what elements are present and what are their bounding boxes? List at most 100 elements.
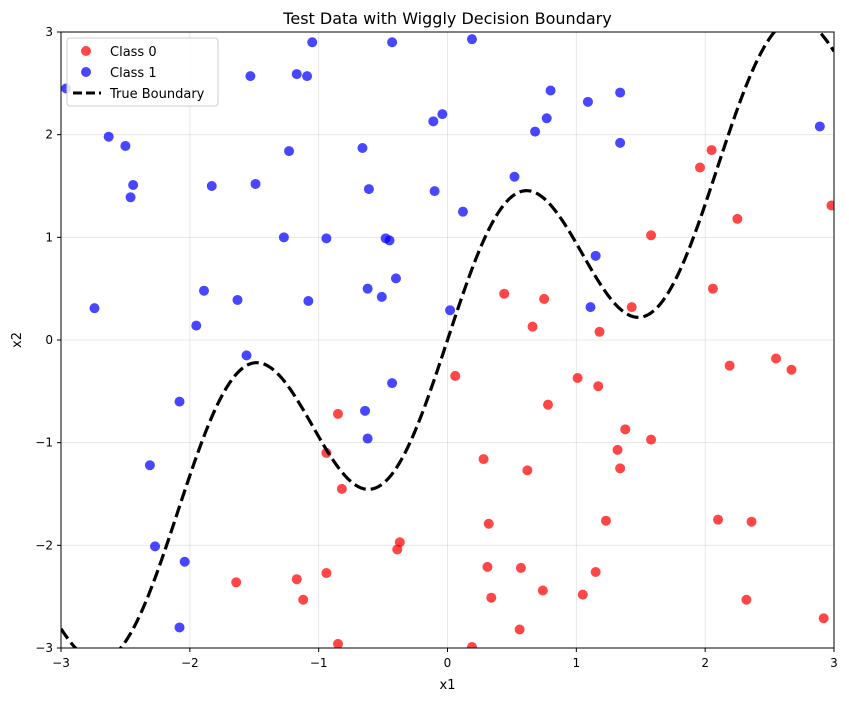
point-class-0-45: [514, 624, 525, 635]
point-class-1-19: [814, 121, 825, 132]
point-class-1-2: [387, 37, 398, 48]
point-class-0-40: [486, 592, 497, 603]
point-class-1-1: [307, 37, 318, 48]
point-class-0-35: [590, 567, 601, 578]
x-tick-label-6: 3: [830, 656, 838, 670]
point-class-1-31: [384, 235, 395, 246]
point-class-1-33: [89, 303, 100, 314]
point-class-0-22: [478, 454, 489, 465]
x-tick-label-3: 0: [444, 656, 452, 670]
point-class-0-36: [321, 568, 332, 579]
x-tick-label-0: −3: [52, 656, 70, 670]
y-axis-label: x2: [10, 332, 25, 348]
point-class-0-30: [746, 516, 757, 527]
point-class-0-34: [515, 562, 526, 573]
point-class-0-5: [646, 230, 657, 241]
point-class-0-42: [298, 594, 309, 605]
point-class-0-23: [522, 465, 533, 476]
y-axis-ticks: −3 −2 −1 0 1 2 3: [35, 25, 61, 655]
point-class-1-22: [206, 181, 217, 191]
point-class-0-20: [646, 434, 657, 445]
point-class-1-18: [615, 137, 626, 148]
y-tick-label-2: −1: [35, 436, 53, 450]
point-class-0-29: [713, 514, 724, 525]
point-class-1-45: [174, 396, 185, 407]
point-class-0-8: [732, 213, 743, 224]
point-class-1-16: [582, 96, 593, 107]
plot-area: [61, 32, 834, 648]
point-class-0-46: [332, 638, 343, 648]
point-class-0-18: [620, 424, 631, 435]
point-class-1-7: [103, 131, 114, 142]
y-tick-label-0: −3: [35, 641, 53, 655]
point-class-1-24: [363, 184, 374, 195]
point-class-0-28: [600, 515, 611, 526]
point-class-1-21: [125, 192, 136, 203]
point-class-0-38: [231, 577, 242, 588]
point-class-1-50: [179, 556, 190, 567]
point-class-1-5: [291, 69, 302, 80]
point-class-1-27: [457, 206, 468, 217]
point-class-0-7: [695, 162, 706, 173]
point-class-0-26: [336, 483, 347, 494]
point-class-1-29: [321, 233, 332, 244]
point-class-1-34: [199, 285, 210, 296]
point-class-1-14: [541, 113, 552, 124]
point-class-1-42: [191, 320, 202, 331]
point-class-1-48: [144, 460, 155, 471]
point-class-0-43: [741, 594, 752, 605]
point-class-0-19: [612, 444, 623, 455]
series-class-1: [61, 34, 825, 633]
point-class-0-33: [482, 561, 493, 572]
point-class-1-11: [437, 109, 448, 120]
point-class-1-38: [390, 273, 401, 284]
point-class-0-16: [450, 370, 461, 381]
point-class-1-28: [278, 232, 289, 243]
point-class-1-12: [428, 116, 439, 127]
point-class-0-4: [626, 302, 637, 313]
point-class-0-0: [499, 288, 510, 299]
point-class-1-13: [530, 126, 541, 137]
point-class-1-25: [429, 186, 440, 197]
point-class-1-23: [250, 178, 261, 189]
legend-box: [66, 37, 219, 107]
legend: Class 0 Class 1 True Boundary: [66, 37, 219, 107]
point-class-1-46: [360, 405, 371, 416]
point-class-0-12: [786, 364, 797, 375]
point-class-0-9: [707, 283, 718, 294]
legend-marker-class-1: [81, 67, 91, 77]
x-tick-label-4: 1: [573, 656, 581, 670]
point-class-1-8: [120, 140, 131, 151]
point-class-1-9: [284, 146, 295, 157]
legend-label-class-0: Class 0: [110, 45, 157, 60]
point-class-1-40: [585, 302, 596, 313]
point-class-1-36: [362, 283, 373, 294]
point-class-0-14: [572, 372, 583, 383]
x-tick-label-5: 2: [701, 656, 709, 670]
point-class-0-10: [826, 200, 834, 211]
point-class-1-37: [376, 291, 387, 302]
point-class-1-39: [303, 295, 314, 306]
legend-label-class-1: Class 1: [110, 66, 157, 81]
point-class-1-4: [245, 71, 256, 82]
point-class-1-47: [362, 433, 373, 444]
y-tick-label-3: 0: [45, 333, 53, 347]
point-class-0-27: [483, 518, 494, 529]
point-class-1-6: [302, 71, 313, 82]
point-class-0-24: [332, 408, 343, 419]
point-class-1-51: [174, 622, 185, 633]
point-class-0-3: [594, 326, 605, 337]
true-boundary-line: [61, 32, 834, 648]
point-class-1-15: [545, 85, 556, 96]
point-class-1-10: [357, 143, 368, 154]
x-tick-label-2: −1: [310, 656, 328, 670]
point-class-0-13: [724, 360, 735, 371]
point-class-1-26: [509, 171, 520, 182]
x-axis-ticks: −3 −2 −1 0 1 2 3: [52, 648, 838, 670]
point-class-1-20: [128, 179, 139, 190]
point-class-1-17: [615, 87, 626, 98]
x-axis-label: x1: [440, 678, 456, 693]
point-class-0-39: [537, 585, 548, 596]
